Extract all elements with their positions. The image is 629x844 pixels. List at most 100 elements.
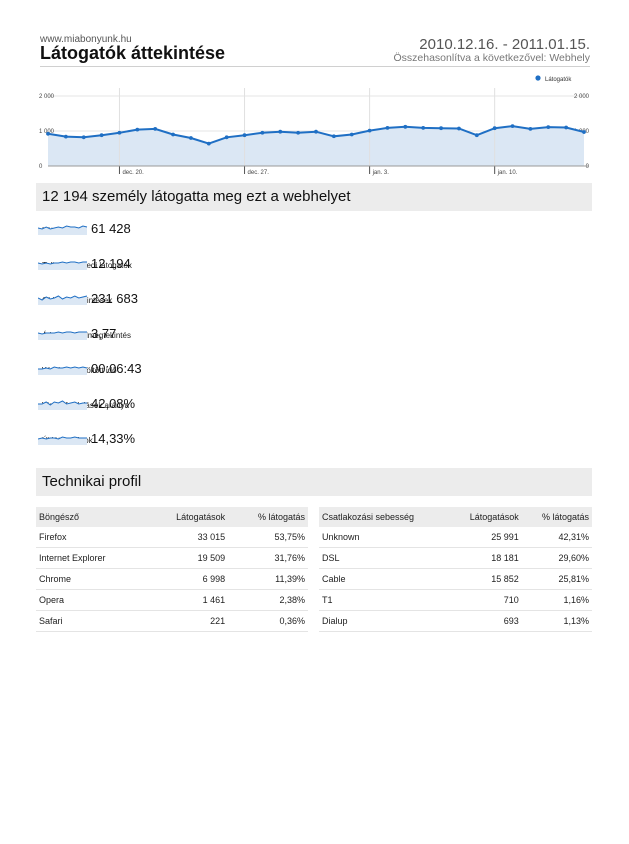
- data-point: [99, 133, 104, 138]
- cell: 33 015: [145, 527, 229, 548]
- sparkline-visits: [38, 225, 88, 235]
- metric-value: 231 683: [91, 291, 138, 306]
- table-row: Safari 221 0,36%: [36, 610, 308, 632]
- data-point: [367, 128, 372, 133]
- table-header-row: Csatlakozási sebesség Látogatások % láto…: [319, 507, 592, 527]
- y-tick-label-right: 2 000: [574, 94, 590, 100]
- table-header-row: Böngésző Látogatások % látogatás: [36, 507, 308, 527]
- data-point: [278, 129, 283, 134]
- data-point: [171, 132, 175, 137]
- metric-time-on-site: 00:06:43Webhelyen töltött idő: [38, 360, 438, 380]
- data-point: [63, 134, 68, 139]
- cell: 15 852: [448, 568, 522, 590]
- cell: Cable: [319, 568, 449, 590]
- x-tick-label: dec. 20.: [122, 170, 144, 176]
- cell: 25,81%: [521, 568, 592, 590]
- table-row: Dialup 693 1,13%: [319, 610, 592, 632]
- data-point: [564, 125, 569, 130]
- page-title: Látogatók áttekintése: [40, 43, 226, 63]
- tech-title: Technikai profil: [42, 473, 142, 490]
- data-point: [189, 136, 193, 140]
- sparkline-fill: [38, 226, 87, 235]
- data-point: [457, 126, 461, 131]
- metric-value: 42,08%: [91, 396, 136, 411]
- cell: Dialup: [319, 610, 449, 632]
- cell: 6 998: [145, 568, 229, 590]
- table-row: Opera 1 461 2,38%: [36, 589, 308, 611]
- column-header: Látogatások: [448, 507, 522, 527]
- sparkline-line: [38, 400, 87, 406]
- cell: 1,13%: [521, 610, 592, 632]
- data-point: [242, 133, 247, 138]
- data-point: [546, 125, 551, 130]
- data-point: [135, 127, 140, 132]
- cell: 1 461: [145, 589, 229, 611]
- summary-title: 12 194 személy látogatta meg ezt a webhe…: [42, 188, 351, 205]
- table-row: Firefox 33 015 53,75%: [36, 527, 308, 548]
- cell: Chrome: [36, 568, 146, 590]
- table-row: Chrome 6 998 11,39%: [36, 568, 308, 590]
- metric-pages-per-visit: 3,77Átlagos oldalmegtekintés: [38, 325, 438, 345]
- connection-speed-table: Csatlakozási sebesség Látogatások % láto…: [319, 507, 592, 632]
- metric-new-visits: 14,33%Új látogatások: [38, 430, 438, 450]
- sparkline-fill: [38, 296, 87, 305]
- data-point: [81, 135, 86, 140]
- cell: DSL: [319, 547, 449, 569]
- column-header: Látogatások: [145, 507, 229, 527]
- y-tick-label-left: 0: [39, 164, 43, 170]
- cell: 221: [145, 610, 229, 632]
- cell: Unknown: [319, 527, 449, 548]
- metric-visits: 61 428Látogatások: [38, 220, 438, 240]
- sparkline-line: [38, 366, 88, 370]
- cell: 2,38%: [228, 589, 308, 611]
- metric-value: 12 194: [91, 256, 131, 271]
- cell: 19 509: [145, 547, 229, 569]
- data-point: [260, 130, 265, 135]
- cell: 53,75%: [228, 527, 308, 548]
- data-point: [349, 132, 354, 137]
- x-tick-label: dec. 27.: [248, 170, 270, 176]
- data-point: [46, 131, 50, 136]
- legend-marker: [535, 75, 541, 81]
- report-header: www.miabonyunk.hu Látogatók áttekintése …: [40, 34, 590, 67]
- sparkline-fill: [38, 437, 87, 445]
- sparkline-bounce-rate: [38, 400, 87, 410]
- cell: 710: [448, 589, 522, 611]
- cell: 25 991: [448, 527, 522, 548]
- tech-section-header: Technikai profil: [36, 468, 592, 496]
- comparison-text: Összehasonlítva a következővel: Webhely: [393, 52, 591, 64]
- column-header: % látogatás: [521, 507, 592, 527]
- cell: T1: [319, 589, 449, 611]
- cell: Internet Explorer: [36, 547, 146, 569]
- cell: 29,60%: [521, 547, 592, 569]
- browser-table: Böngésző Látogatások % látogatás Firefox…: [36, 507, 308, 632]
- y-tick-label-left: 2 000: [39, 94, 55, 100]
- y-tick-label-left: 1 000: [39, 129, 55, 135]
- metric-bounce-rate: 42,08%Visszafordulások aránya: [38, 395, 438, 415]
- sparkline-fill: [38, 332, 87, 340]
- date-range: 2010.12.16. - 2011.01.15.: [419, 36, 590, 53]
- sparkline-fill: [38, 401, 87, 410]
- data-point: [314, 129, 318, 134]
- data-point: [224, 135, 229, 140]
- data-point: [492, 126, 497, 131]
- metric-value: 61 428: [91, 221, 131, 236]
- sparkline-line: [38, 331, 87, 335]
- cell: Opera: [36, 589, 146, 611]
- table-row: Unknown 25 991 42,31%: [319, 527, 592, 548]
- column-header: Csatlakozási sebesség: [319, 507, 449, 527]
- cell: 11,39%: [228, 568, 308, 590]
- data-point: [206, 141, 211, 146]
- column-header: % látogatás: [228, 507, 308, 527]
- cell: 31,76%: [228, 547, 308, 569]
- cell: 18 181: [448, 547, 522, 569]
- legend-label: Látogatók: [545, 77, 572, 83]
- data-point: [153, 127, 158, 131]
- cell: Safari: [36, 610, 146, 632]
- data-point: [331, 134, 336, 139]
- data-point: [403, 124, 408, 129]
- data-point: [385, 125, 390, 130]
- sparkline-unique-visitors: [38, 261, 87, 270]
- data-point: [582, 130, 586, 134]
- cell: 42,31%: [521, 527, 592, 548]
